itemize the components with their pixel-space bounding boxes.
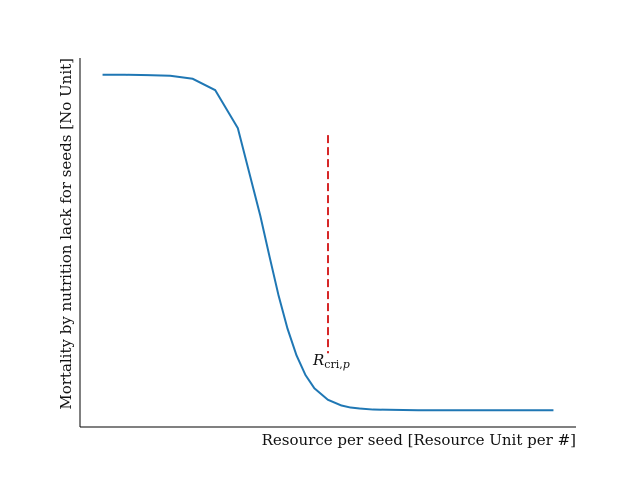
axes bbox=[79, 58, 576, 428]
x-axis-label: Resource per seed [Resource Unit per #] bbox=[262, 431, 576, 449]
series-layer bbox=[102, 73, 554, 412]
y-axis-label: Mortality by nutrition lack for seeds [N… bbox=[57, 58, 75, 410]
critical-resource-label: Rcri,p bbox=[312, 351, 350, 371]
series-line-0 bbox=[102, 73, 554, 412]
critical-resource-label-sub-italic: p bbox=[343, 358, 350, 371]
annotation-layer: Rcri,p bbox=[312, 135, 350, 371]
critical-resource-label-sub: cri, bbox=[324, 358, 342, 371]
critical-resource-label-main: R bbox=[312, 351, 324, 369]
